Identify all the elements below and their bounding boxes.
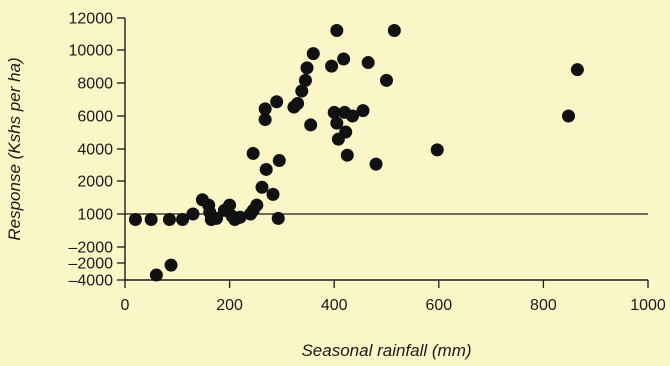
data-point — [128, 213, 142, 226]
data-point — [340, 148, 354, 162]
y-tick-label: 4000 — [77, 142, 113, 159]
data-point — [186, 207, 200, 221]
x-tick-label: 400 — [321, 297, 348, 314]
data-point — [270, 95, 284, 109]
data-point — [271, 211, 285, 225]
x-axis: 0 200 400 600 800 1000 — [121, 279, 666, 314]
data-point — [339, 125, 353, 139]
data-point — [250, 198, 264, 212]
data-point — [162, 213, 176, 226]
data-point — [430, 143, 444, 157]
x-tick-label: 1000 — [630, 297, 666, 314]
data-point — [210, 211, 224, 225]
data-point — [387, 23, 401, 37]
data-point — [369, 157, 383, 171]
x-tick-label: 600 — [425, 297, 452, 314]
y-tick-label: 8000 — [77, 76, 113, 93]
data-point — [306, 47, 320, 61]
y-tick-label: 1000 — [77, 207, 113, 224]
data-point — [144, 213, 158, 226]
y-axis-title: Response (Kshs per ha) — [5, 57, 24, 240]
data-point — [272, 154, 286, 168]
data-point — [298, 73, 312, 87]
data-point — [300, 61, 314, 75]
data-point — [325, 59, 339, 73]
y-tick-label: –4000 — [69, 273, 114, 290]
data-point — [149, 268, 163, 282]
data-point — [380, 73, 393, 87]
data-point — [246, 146, 260, 160]
x-tick-label: 200 — [216, 297, 243, 314]
data-point — [259, 162, 273, 176]
y-tick-label: 2000 — [77, 174, 113, 191]
data-point — [330, 23, 344, 37]
data-point — [570, 63, 584, 77]
y-tick-label: 10000 — [69, 43, 114, 60]
data-point — [266, 187, 280, 201]
y-tick-label: –2000 — [69, 240, 114, 257]
y-tick-label: 12000 — [69, 11, 114, 28]
y-tick-label: 6000 — [77, 109, 113, 126]
y-tick-label: –2000 — [69, 256, 114, 273]
data-points — [128, 23, 584, 282]
data-point — [223, 198, 237, 212]
x-tick-label: 800 — [530, 297, 557, 314]
data-point — [356, 104, 370, 118]
x-tick-label: 0 — [121, 297, 130, 314]
data-point — [291, 97, 305, 111]
data-point — [330, 116, 344, 130]
data-point — [295, 84, 309, 98]
data-point — [255, 180, 269, 194]
x-axis-title: Seasonal rainfall (mm) — [301, 341, 471, 360]
data-point — [258, 102, 272, 116]
data-point — [176, 213, 190, 226]
data-point — [164, 258, 178, 272]
data-point — [361, 56, 375, 70]
data-point — [233, 210, 247, 224]
data-point — [346, 109, 360, 123]
data-point — [337, 52, 351, 66]
data-point — [327, 105, 341, 119]
data-point — [562, 109, 576, 123]
data-point — [258, 113, 272, 127]
data-point — [304, 118, 318, 132]
y-axis: 12000 10000 8000 6000 4000 2000 1000 –2000–2000… — [69, 11, 126, 290]
